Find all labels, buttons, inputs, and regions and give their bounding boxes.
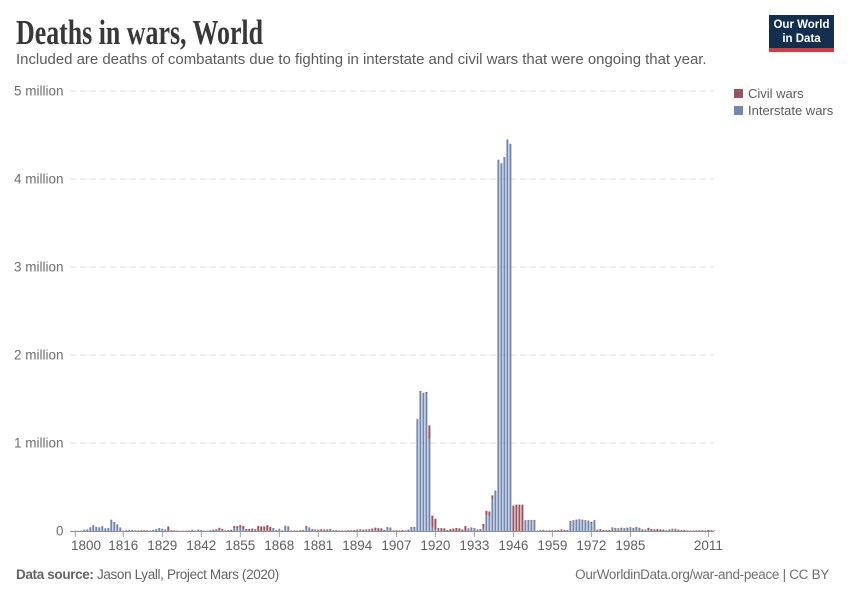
svg-text:1933: 1933 bbox=[459, 538, 489, 553]
svg-text:5 million: 5 million bbox=[14, 84, 64, 99]
svg-text:1894: 1894 bbox=[342, 538, 373, 553]
svg-text:3 million: 3 million bbox=[14, 260, 64, 275]
svg-text:2011: 2011 bbox=[694, 538, 723, 553]
svg-text:1829: 1829 bbox=[147, 538, 177, 553]
svg-text:1868: 1868 bbox=[264, 538, 294, 553]
svg-text:1855: 1855 bbox=[225, 538, 255, 553]
svg-text:1907: 1907 bbox=[381, 538, 411, 553]
svg-text:0: 0 bbox=[56, 524, 64, 539]
svg-text:1920: 1920 bbox=[420, 538, 450, 553]
svg-text:1842: 1842 bbox=[186, 538, 216, 553]
svg-text:1985: 1985 bbox=[615, 538, 645, 553]
svg-text:1972: 1972 bbox=[576, 538, 606, 553]
svg-text:2 million: 2 million bbox=[14, 348, 64, 363]
svg-text:4 million: 4 million bbox=[14, 172, 64, 187]
svg-text:1 million: 1 million bbox=[14, 436, 64, 451]
svg-text:1816: 1816 bbox=[108, 538, 138, 553]
svg-text:1881: 1881 bbox=[303, 538, 333, 553]
svg-text:1946: 1946 bbox=[498, 538, 528, 553]
svg-text:1800: 1800 bbox=[71, 538, 101, 553]
svg-text:1959: 1959 bbox=[537, 538, 567, 553]
